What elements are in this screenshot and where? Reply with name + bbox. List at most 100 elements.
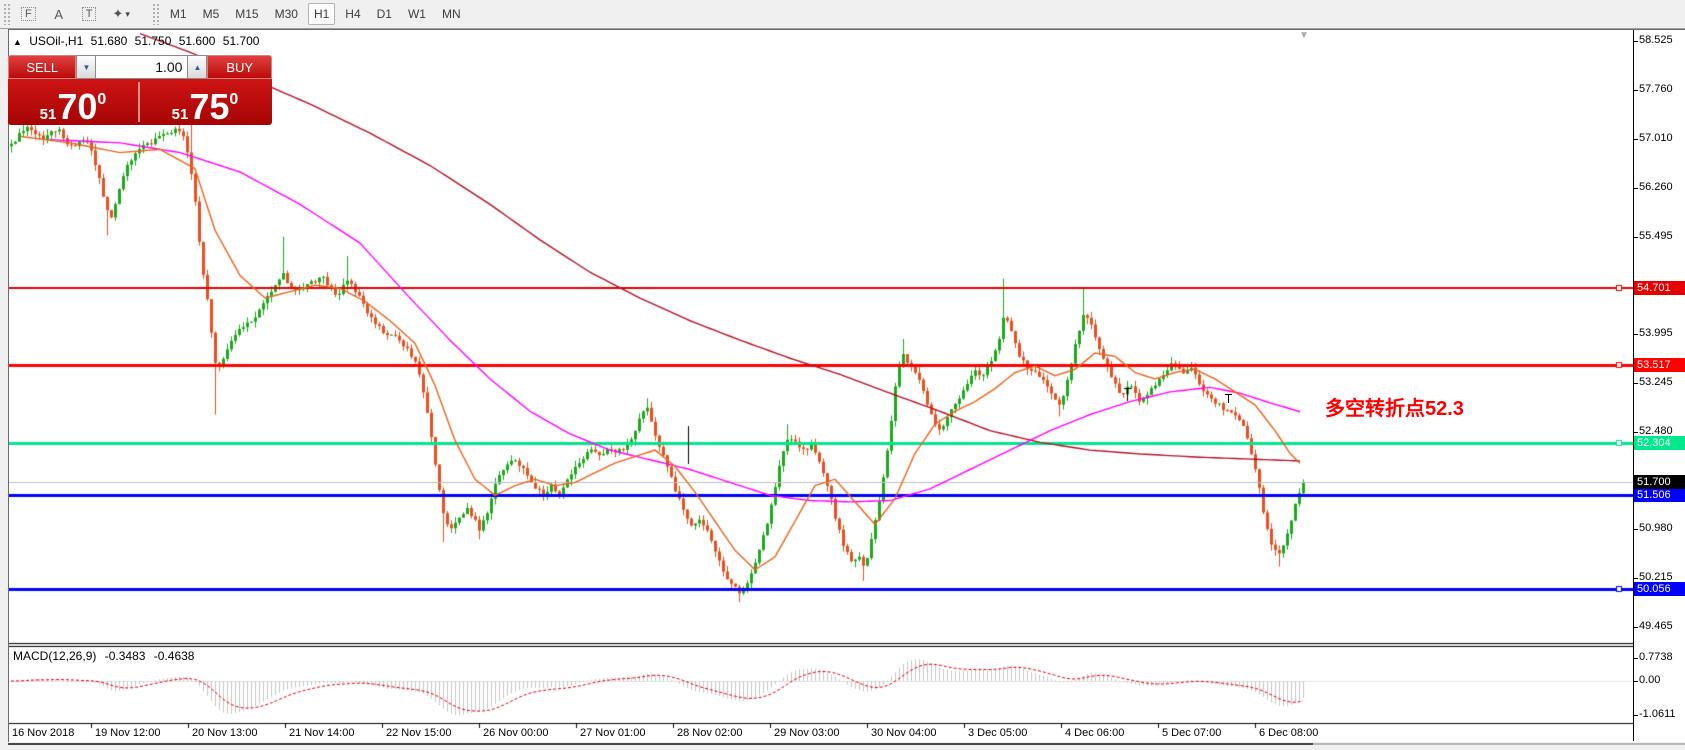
- timeframe-m1[interactable]: M1: [164, 3, 193, 25]
- price-tick-mark: [1634, 578, 1638, 580]
- f-grid-icon[interactable]: F: [15, 3, 42, 25]
- trade-panel-price-row: 51 70 0 51 75 0: [8, 79, 272, 125]
- price-level-badge: 53.517: [1634, 357, 1685, 372]
- date-tick-label: 28 Nov 02:00: [677, 727, 743, 739]
- price-tick-mark: [1634, 334, 1638, 335]
- ohlc-close: 51.700: [222, 34, 260, 48]
- macd-value: -0.3483: [104, 649, 146, 663]
- text-annotation[interactable]: 多空转折点52.3: [1325, 398, 1464, 420]
- price-tick-label: 55.495: [1639, 229, 1673, 242]
- date-tick-label: 5 Dec 07:00: [1162, 727, 1222, 739]
- macd-tick-label: 0.7738: [1639, 651, 1673, 663]
- date-tick-label: 30 Nov 04:00: [871, 727, 937, 739]
- price-tick-mark: [1634, 431, 1638, 433]
- timeframe-m15[interactable]: M15: [229, 3, 264, 25]
- one-click-trading-panel: SELL ▼ ▲ BUY 51 70 0 51 75 0: [8, 55, 272, 125]
- chart-title: ▲ USOil-,H1 51.680 51.750 51.600 51.700: [13, 34, 263, 48]
- timeframe-h1[interactable]: H1: [307, 3, 336, 25]
- timeframe-w1[interactable]: W1: [402, 3, 432, 25]
- volume-increase-button[interactable]: ▲: [187, 55, 208, 79]
- buy-price-prefix: 51: [171, 106, 189, 123]
- bottom-frame-line-light: [1313, 743, 1685, 745]
- volume-decrease-button[interactable]: ▼: [76, 55, 97, 79]
- caret-up-icon: ▲: [193, 62, 202, 72]
- date-tick-label: 26 Nov 00:00: [483, 727, 549, 739]
- timeframe-m30[interactable]: M30: [269, 3, 304, 25]
- macd-tick-mark: [1634, 658, 1638, 659]
- date-tick-label: 21 Nov 14:00: [289, 727, 355, 739]
- price-axis-divider: [1633, 30, 1634, 741]
- buy-button[interactable]: BUY: [207, 55, 272, 79]
- buy-price-big: 75: [189, 86, 230, 128]
- sell-button[interactable]: SELL: [8, 55, 77, 79]
- price-tick-mark: [1634, 382, 1638, 384]
- price-level-badge: 51.700: [1634, 475, 1685, 490]
- price-tick-label: 49.465: [1639, 620, 1673, 632]
- price-tick-mark: [1634, 138, 1638, 140]
- price-tick-label: 57.760: [1639, 83, 1673, 96]
- timeframe-button-group: M1 M5 M15 M30 H1 H4 D1 W1 MN: [162, 3, 469, 25]
- macd-indicator-label: MACD(12,26,9) -0.3483 -0.4638: [13, 649, 199, 663]
- price-tick-label: 58.525: [1639, 34, 1673, 46]
- text-box-icon[interactable]: T: [76, 3, 103, 25]
- date-tick-label: 29 Nov 03:00: [774, 727, 840, 739]
- price-tick-mark: [1634, 529, 1638, 530]
- trade-panel-divider: [138, 82, 140, 122]
- timeframe-h4[interactable]: H4: [339, 3, 366, 25]
- price-tick-label: 50.980: [1639, 522, 1673, 534]
- annotation-anchor-icon: [1228, 395, 1229, 403]
- timeframe-mn[interactable]: MN: [436, 3, 467, 25]
- date-tick-label: 22 Nov 15:00: [386, 727, 452, 739]
- price-level-badge: 51.506: [1634, 487, 1685, 502]
- price-tick-label: 53.995: [1639, 327, 1673, 339]
- price-tick-mark: [1634, 187, 1638, 189]
- chart-canvas[interactable]: [9, 31, 1633, 742]
- shapes-icon[interactable]: ✦ ▾: [106, 3, 135, 25]
- trade-panel-top-row: SELL ▼ ▲ BUY: [8, 55, 272, 79]
- date-tick-label: 19 Nov 12:00: [95, 727, 161, 739]
- symbol-period-label: USOil-,H1: [29, 34, 84, 48]
- collapse-marker-icon[interactable]: ▲: [13, 37, 22, 47]
- ohlc-high: 51.750: [134, 34, 172, 48]
- price-tick-label: 53.245: [1639, 375, 1673, 388]
- price-tick-label: 56.260: [1639, 180, 1673, 193]
- ohlc-low: 51.600: [178, 34, 216, 48]
- sell-price-big: 70: [57, 86, 98, 128]
- date-tick-label: 16 Nov 2018: [12, 727, 75, 739]
- macd-name: MACD(12,26,9): [13, 649, 97, 663]
- price-tick-mark: [1634, 236, 1638, 238]
- bottom-strip: [0, 742, 1685, 750]
- price-tick-label: 57.010: [1639, 131, 1673, 144]
- price-level-badge: 52.304: [1634, 436, 1685, 451]
- toolbar-grip-2[interactable]: [151, 3, 159, 25]
- toolbar-grip[interactable]: [3, 3, 10, 25]
- toolbar: F A T ✦ ▾ M1 M5 M15 M30 H1 H4 D1 W1 MN: [0, 0, 1685, 29]
- buy-price-display[interactable]: 51 75 0: [140, 86, 270, 128]
- sell-price-prefix: 51: [39, 106, 57, 123]
- toolbar-icon-group: F A T ✦ ▾: [13, 3, 138, 25]
- macd-tick-label: -1.0611: [1639, 707, 1676, 720]
- price-level-badge: 50.056: [1634, 581, 1685, 596]
- price-tick-mark: [1634, 41, 1638, 42]
- caret-down-icon: ▼: [82, 62, 91, 72]
- annotation-anchor-icon-bar: [1225, 394, 1232, 395]
- date-tick-label: 20 Nov 13:00: [192, 727, 258, 739]
- price-tick-label: 50.215: [1639, 571, 1673, 584]
- macd-signal-value: -0.4638: [153, 649, 195, 663]
- dropdown-caret-icon[interactable]: ▾: [125, 8, 130, 19]
- date-tick-label: 27 Nov 01:00: [580, 727, 646, 739]
- volume-control: ▼ ▲: [76, 55, 208, 79]
- date-tick-label: 3 Dec 05:00: [968, 727, 1028, 739]
- timeframe-d1[interactable]: D1: [371, 3, 398, 25]
- price-tick-mark: [1634, 627, 1638, 628]
- macd-tick-mark: [1634, 681, 1638, 682]
- sell-price-display[interactable]: 51 70 0: [8, 86, 138, 128]
- text-label-icon[interactable]: A: [46, 3, 72, 25]
- timeframe-m5[interactable]: M5: [197, 3, 226, 25]
- chart-shift-marker-icon[interactable]: ▼: [1299, 30, 1309, 41]
- macd-tick-label: 0.00: [1639, 674, 1661, 686]
- price-tick-label: 52.480: [1639, 424, 1673, 437]
- volume-input[interactable]: [96, 55, 188, 79]
- date-tick-label: 4 Dec 06:00: [1065, 727, 1125, 739]
